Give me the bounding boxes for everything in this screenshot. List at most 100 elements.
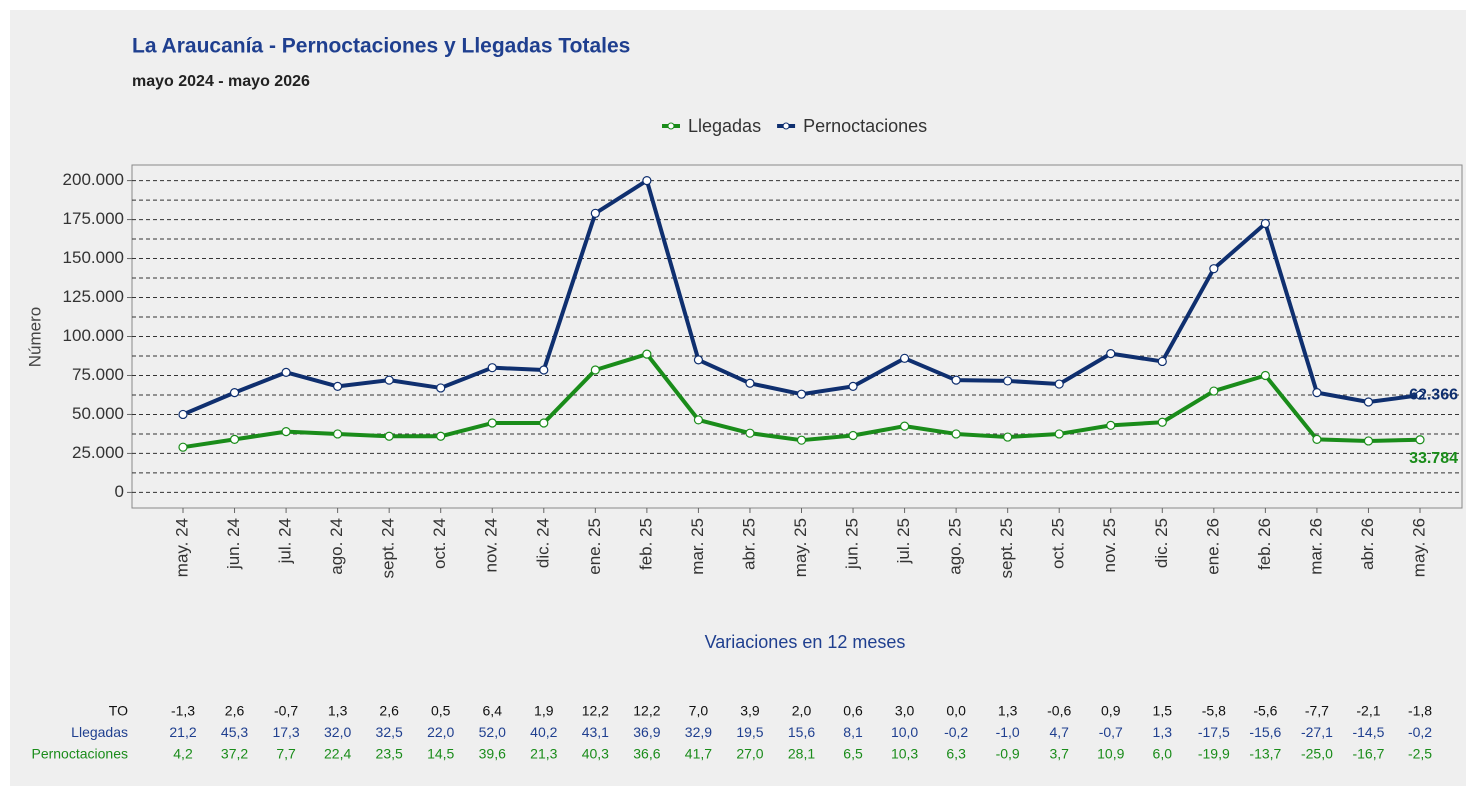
legend-marker — [667, 122, 675, 130]
table-cell: 27,0 — [736, 746, 763, 762]
x-tick-label: abr. 26 — [1358, 518, 1377, 570]
table-cell: -0,2 — [944, 724, 968, 740]
data-point — [178, 442, 188, 452]
y-tick-label: 50.000 — [72, 404, 124, 423]
data-point — [796, 435, 807, 445]
table-cell: 2,6 — [379, 703, 399, 719]
data-point — [693, 415, 704, 425]
table-cell: 41,7 — [685, 746, 712, 762]
table-cell: 3,0 — [895, 703, 915, 719]
row-label: Pernoctaciones — [31, 746, 128, 762]
y-tick-label: 175.000 — [63, 209, 124, 228]
table-cell: 10,0 — [891, 724, 918, 740]
data-point — [899, 421, 910, 431]
data-point — [590, 208, 600, 218]
table-cell: -0,7 — [274, 703, 298, 719]
data-point — [1157, 417, 1167, 427]
data-point — [487, 418, 497, 428]
table-cell: 19,5 — [736, 724, 763, 740]
table-cell: 4,2 — [173, 746, 193, 762]
table-cell: 7,0 — [689, 703, 709, 719]
legend-marker — [782, 122, 790, 130]
data-point — [384, 375, 394, 385]
data-point — [1260, 370, 1270, 381]
table-cell: 23,5 — [376, 746, 403, 762]
table-cell: -0,7 — [1099, 724, 1123, 740]
table-cell: 17,3 — [272, 724, 299, 740]
data-point — [899, 353, 910, 363]
table-cell: 0,6 — [843, 703, 863, 719]
table-cell: 6,0 — [1153, 746, 1173, 762]
data-point — [436, 431, 446, 441]
x-tick-label: ene. 25 — [585, 518, 604, 575]
data-point — [1415, 435, 1425, 445]
table-cell: 21,2 — [169, 724, 196, 740]
table-cell: 6,4 — [483, 703, 503, 719]
table-cell: 28,1 — [788, 746, 815, 762]
data-point — [796, 389, 807, 399]
data-point — [848, 381, 858, 391]
table-cell: 12,2 — [633, 703, 660, 719]
data-point — [1209, 264, 1219, 274]
table-cell: 10,3 — [891, 746, 918, 762]
table-cell: -25,0 — [1301, 746, 1333, 762]
data-point — [178, 409, 188, 420]
data-point — [281, 367, 291, 377]
data-point — [1415, 390, 1425, 400]
x-tick-label: feb. 26 — [1255, 518, 1274, 570]
table-cell: 2,6 — [225, 703, 245, 719]
table-cell: -5,8 — [1202, 703, 1226, 719]
data-point — [1003, 432, 1013, 442]
data-point — [281, 427, 291, 437]
table-cell: -0,6 — [1047, 703, 1071, 719]
data-point — [642, 349, 652, 359]
data-point — [642, 175, 652, 186]
table-cell: 40,2 — [530, 724, 557, 740]
legend-label: Pernoctaciones — [803, 116, 927, 136]
data-point — [1260, 218, 1270, 229]
table-cell: 3,9 — [740, 703, 760, 719]
x-tick-label: mar. 26 — [1306, 518, 1325, 575]
x-tick-label: nov. 24 — [482, 518, 501, 573]
table-cell: 36,6 — [633, 746, 660, 762]
table-cell: 4,7 — [1049, 724, 1069, 740]
x-tick-label: may. 26 — [1409, 518, 1428, 577]
table-cell: -7,7 — [1305, 703, 1329, 719]
table-cell: 0,0 — [946, 703, 966, 719]
data-point — [229, 388, 240, 398]
data-point — [333, 429, 343, 439]
table-cell: 39,6 — [479, 746, 506, 762]
x-tick-label: may. 24 — [172, 518, 191, 577]
table-cell: 37,2 — [221, 746, 248, 762]
x-tick-label: sept. 25 — [997, 518, 1016, 579]
table-cell: 1,5 — [1153, 703, 1173, 719]
x-tick-label: ago. 24 — [327, 518, 346, 575]
data-point — [436, 383, 446, 393]
data-point — [1209, 386, 1219, 396]
table-cell: 1,3 — [328, 703, 348, 719]
table-cell: 0,5 — [431, 703, 451, 719]
data-point — [1003, 376, 1013, 386]
data-point — [1312, 434, 1322, 444]
data-point — [1106, 349, 1116, 359]
x-tick-label: dic. 24 — [533, 518, 552, 568]
x-tick-label: oct. 24 — [430, 518, 449, 569]
x-tick-label: jul. 25 — [894, 518, 913, 564]
table-cell: -1,8 — [1408, 703, 1432, 719]
data-point — [229, 434, 240, 444]
table-cell: 7,7 — [276, 746, 296, 762]
table-cell: 22,0 — [427, 724, 454, 740]
x-tick-label: sept. 24 — [379, 518, 398, 579]
y-tick-label: 75.000 — [72, 365, 124, 384]
table-cell: 14,5 — [427, 746, 454, 762]
table-cell: -14,5 — [1352, 724, 1384, 740]
data-point — [951, 375, 961, 385]
x-tick-label: dic. 25 — [1152, 518, 1171, 568]
table-cell: 45,3 — [221, 724, 248, 740]
row-label: Llegadas — [71, 724, 128, 740]
x-tick-label: jun. 24 — [224, 518, 243, 570]
x-tick-label: abr. 25 — [739, 518, 758, 570]
data-point — [539, 365, 549, 375]
table-cell: 1,3 — [998, 703, 1018, 719]
x-tick-label: oct. 25 — [1049, 518, 1068, 569]
